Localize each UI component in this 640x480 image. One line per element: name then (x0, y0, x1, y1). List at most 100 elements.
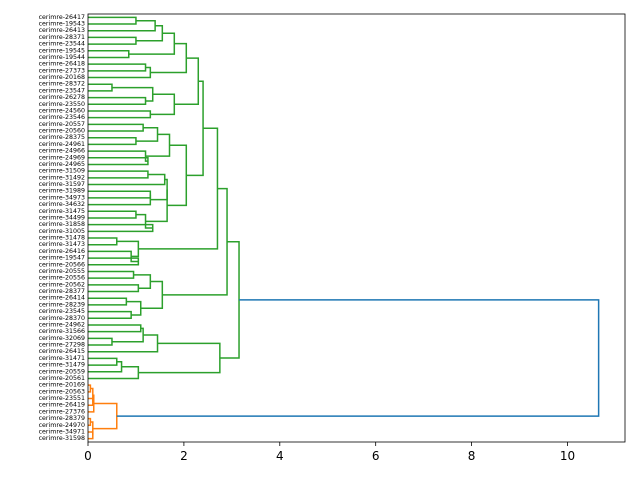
leaf-label: cerimre-19543 (39, 21, 85, 28)
dendrogram-link (135, 24, 164, 42)
leaf-label: cerimre-24560 (39, 107, 85, 114)
leaf-label: cerimre-20560 (39, 128, 85, 135)
leaf-label: cerimre-28372 (39, 81, 85, 88)
leaf-label: cerimre-27298 (39, 342, 85, 349)
dendrogram-link (92, 402, 118, 430)
leaf-label: cerimre-34632 (39, 201, 85, 208)
x-tick-label: 6 (372, 449, 380, 463)
dendrogram-link (126, 300, 142, 316)
x-tick-label: 2 (180, 449, 188, 463)
leaf-label: cerimre-31479 (39, 362, 85, 369)
x-tick-label: 8 (468, 449, 476, 463)
dendrogram-link (88, 384, 92, 393)
dendrogram-link (88, 170, 149, 179)
dendrogram-link (88, 337, 113, 346)
leaf-label: cerimre-20555 (39, 268, 85, 275)
x-axis: 0 2 4 6 8 10 (84, 442, 575, 463)
leaf-label: cerimre-26413 (39, 27, 85, 34)
leaf-label: cerimre-19544 (39, 54, 85, 61)
dendrogram-link (88, 136, 137, 146)
leaf-label: cerimre-26418 (39, 61, 85, 68)
leaf-label: cerimre-24966 (39, 148, 85, 155)
leaf-label: cerimre-20562 (39, 281, 85, 288)
dendrogram-link (150, 93, 176, 116)
x-tick-label: 10 (560, 449, 575, 463)
dendrogram-link (88, 357, 118, 366)
dendrogram-link (88, 237, 118, 246)
leaf-label: cerimre-23544 (39, 41, 85, 48)
leaf-label: cerimre-20563 (39, 388, 85, 395)
leaf-label: cerimre-20169 (39, 382, 85, 389)
dendrogram-link (88, 66, 152, 79)
x-tick-label: 4 (276, 449, 284, 463)
leaf-label: cerimre-28371 (39, 34, 85, 41)
leaf-label: cerimre-31566 (39, 328, 85, 335)
leaf-label: cerimre-26415 (39, 348, 85, 355)
dendrogram-link (88, 324, 142, 333)
dendrogram-link (88, 194, 152, 206)
leaf-label: cerimre-24962 (39, 321, 85, 328)
leaf-label: cerimre-23550 (39, 101, 85, 108)
dendrogram-link (88, 190, 152, 199)
dendrogram-link (88, 96, 147, 106)
dendrogram-link (219, 240, 240, 359)
leaf-label: cerimre-24970 (39, 422, 85, 429)
dendrogram-link (133, 274, 152, 289)
dendrogram-link (116, 240, 140, 258)
dendrogram-link (88, 123, 144, 132)
leaf-label: cerimre-31475 (39, 208, 85, 215)
dendrogram-link (88, 297, 128, 306)
leaf-label: cerimre-26419 (39, 402, 85, 409)
leaf-label: cerimre-20557 (39, 121, 85, 128)
leaf-label: cerimre-31598 (39, 435, 85, 442)
leaf-label: cerimre-28377 (39, 288, 85, 295)
dendrogram-link (88, 284, 140, 293)
leaf-label: cerimre-31478 (39, 235, 85, 242)
dendrogram-links (88, 16, 600, 440)
dendrogram-link (88, 210, 137, 219)
dendrogram-link (88, 257, 140, 266)
dendrogram-link (90, 421, 94, 436)
leaf-label: cerimre-28239 (39, 301, 85, 308)
x-tick-label: 0 (84, 449, 92, 463)
dendrogram-link (167, 144, 188, 207)
dendrogram-link (88, 270, 135, 279)
dendrogram-link (88, 16, 137, 25)
dendrogram-link (135, 126, 159, 142)
dendrogram-link (88, 417, 92, 427)
leaf-label: cerimre-34499 (39, 214, 85, 221)
dendrogram-link (88, 366, 140, 380)
dendrogram-link (88, 334, 159, 353)
leaf-label: cerimre-20566 (39, 261, 85, 268)
dendrogram-link (88, 36, 137, 45)
dendrogram-link (88, 310, 132, 320)
leaf-label: cerimre-31005 (39, 228, 85, 235)
dendrogram-link (88, 150, 148, 162)
dendrogram-link (88, 110, 152, 119)
leaf-label: cerimre-23545 (39, 308, 85, 315)
leaf-label: cerimre-34971 (39, 428, 85, 435)
leaf-label: cerimre-24965 (39, 161, 85, 168)
dendrogram-link (88, 19, 156, 32)
leaf-label: cerimre-31473 (39, 241, 85, 248)
leaf-label: cerimre-23546 (39, 114, 85, 121)
leaf-label: cerimre-27376 (39, 408, 85, 415)
dendrogram-link (88, 223, 154, 233)
leaf-label: cerimre-31492 (39, 174, 85, 181)
dendrogram-link (140, 280, 164, 309)
dendrogram-link (90, 387, 94, 402)
dendrogram-link (145, 189, 168, 223)
leaf-label: cerimre-31471 (39, 355, 85, 362)
leaf-label: cerimre-27373 (39, 67, 85, 74)
dendrogram-link (138, 342, 221, 374)
leaf-label: cerimre-26417 (39, 14, 85, 21)
leaf-label: cerimre-19547 (39, 255, 85, 262)
leaf-labels: cerimre-26417cerimre-19543cerimre-26413c… (39, 14, 85, 442)
leaf-label: cerimre-23551 (39, 395, 85, 402)
leaf-label: cerimre-34973 (39, 194, 85, 201)
dendrogram-link (116, 299, 600, 417)
leaf-label: cerimre-26416 (39, 248, 85, 255)
leaf-label: cerimre-19545 (39, 47, 85, 54)
leaf-label: cerimre-26414 (39, 295, 85, 302)
